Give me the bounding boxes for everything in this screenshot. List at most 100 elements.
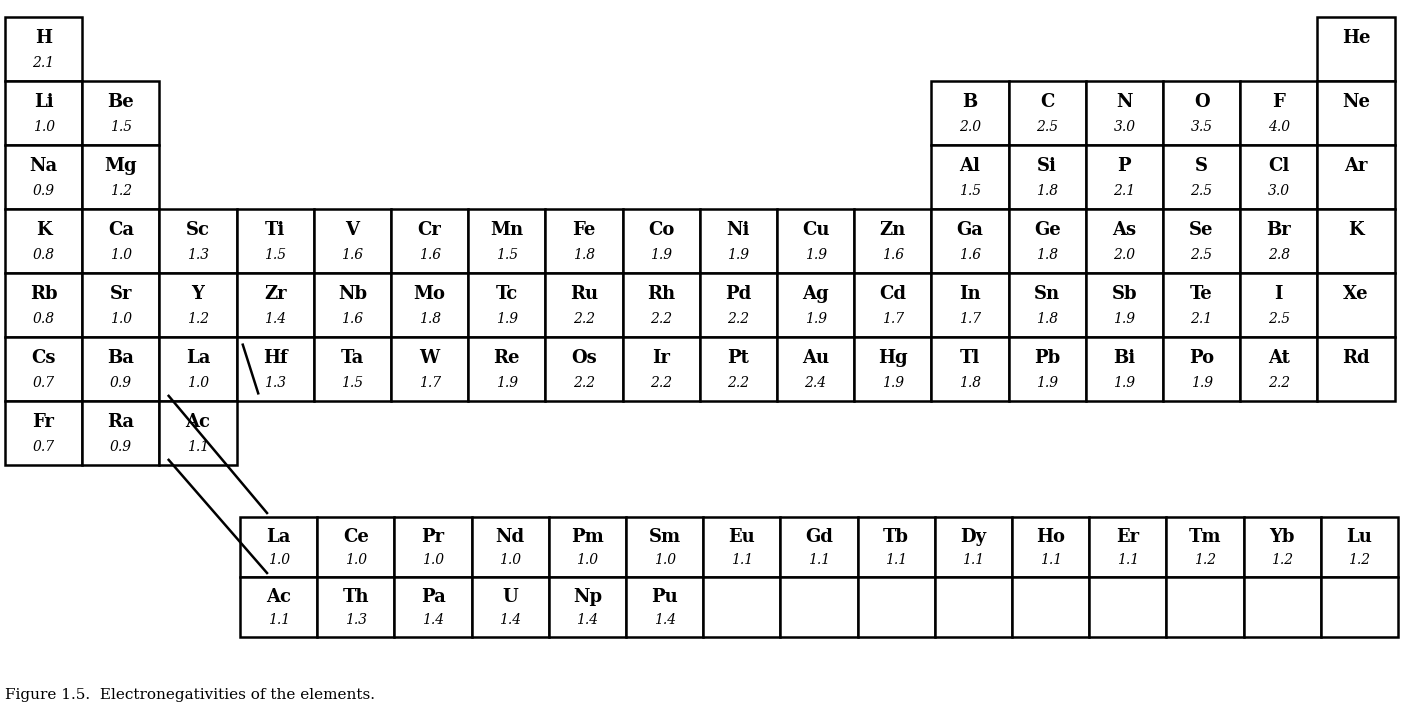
Text: Ta: Ta xyxy=(341,349,364,367)
Bar xyxy=(471,577,548,637)
Text: Pd: Pd xyxy=(725,285,751,303)
Text: Po: Po xyxy=(1190,349,1214,367)
Bar xyxy=(545,273,623,337)
Bar xyxy=(314,337,391,401)
Text: 1.0: 1.0 xyxy=(344,553,367,567)
Bar xyxy=(623,209,700,273)
Bar xyxy=(1162,209,1240,273)
Text: Ho: Ho xyxy=(1037,528,1065,546)
Bar xyxy=(1240,273,1318,337)
Bar xyxy=(1162,337,1240,401)
Text: Tb: Tb xyxy=(883,528,910,546)
Text: 1.5: 1.5 xyxy=(496,248,518,262)
Text: Co: Co xyxy=(648,221,674,239)
Text: 1.8: 1.8 xyxy=(418,312,441,326)
Bar xyxy=(545,337,623,401)
Text: Ga: Ga xyxy=(957,221,984,239)
Text: 1.2: 1.2 xyxy=(110,184,131,198)
Text: Pt: Pt xyxy=(727,349,750,367)
Text: 1.5: 1.5 xyxy=(341,376,364,390)
Text: Eu: Eu xyxy=(728,528,755,546)
Text: Cd: Cd xyxy=(880,285,907,303)
Text: 1.9: 1.9 xyxy=(727,248,750,262)
Bar xyxy=(394,577,471,637)
Text: 1.1: 1.1 xyxy=(1117,553,1140,567)
Bar xyxy=(1008,81,1085,145)
Text: 1.8: 1.8 xyxy=(1037,312,1058,326)
Text: As: As xyxy=(1112,221,1137,239)
Text: 2.1: 2.1 xyxy=(33,56,54,70)
Text: 1.0: 1.0 xyxy=(267,553,290,567)
Text: F: F xyxy=(1272,93,1285,111)
Text: 0.7: 0.7 xyxy=(33,440,54,454)
Text: 1.4: 1.4 xyxy=(421,613,444,627)
Text: U: U xyxy=(503,588,518,606)
Text: At: At xyxy=(1268,349,1289,367)
Bar xyxy=(1318,145,1395,209)
Text: 2.2: 2.2 xyxy=(573,376,595,390)
Text: 1.4: 1.4 xyxy=(577,613,598,627)
Text: Tc: Tc xyxy=(496,285,518,303)
Bar xyxy=(858,517,935,577)
Text: 1.9: 1.9 xyxy=(1191,376,1212,390)
Text: 2.0: 2.0 xyxy=(960,120,981,134)
Text: Zn: Zn xyxy=(880,221,905,239)
Bar xyxy=(623,337,700,401)
Text: 2.2: 2.2 xyxy=(573,312,595,326)
Text: 1.9: 1.9 xyxy=(496,312,518,326)
Text: 1.9: 1.9 xyxy=(1114,312,1135,326)
Text: 1.9: 1.9 xyxy=(650,248,673,262)
Text: Ce: Ce xyxy=(343,528,368,546)
Text: Br: Br xyxy=(1267,221,1291,239)
Bar xyxy=(1240,145,1318,209)
Bar xyxy=(700,337,777,401)
Text: Te: Te xyxy=(1190,285,1212,303)
Bar xyxy=(623,273,700,337)
Text: 1.9: 1.9 xyxy=(881,376,904,390)
Text: Au: Au xyxy=(803,349,830,367)
Text: Sr: Sr xyxy=(110,285,131,303)
Text: Ni: Ni xyxy=(727,221,750,239)
Text: 0.8: 0.8 xyxy=(33,248,54,262)
Text: Na: Na xyxy=(30,157,57,175)
Text: Mg: Mg xyxy=(104,157,137,175)
Bar xyxy=(6,401,83,465)
Bar xyxy=(394,517,471,577)
Text: 1.6: 1.6 xyxy=(960,248,981,262)
Bar xyxy=(1162,81,1240,145)
Text: K: K xyxy=(1348,221,1364,239)
Text: Ne: Ne xyxy=(1342,93,1369,111)
Text: 1.6: 1.6 xyxy=(341,312,364,326)
Bar xyxy=(1240,81,1318,145)
Bar xyxy=(391,273,468,337)
Text: 1.4: 1.4 xyxy=(500,613,521,627)
Text: Fe: Fe xyxy=(573,221,595,239)
Bar xyxy=(471,517,548,577)
Text: Ru: Ru xyxy=(570,285,598,303)
Text: 1.7: 1.7 xyxy=(881,312,904,326)
Bar xyxy=(6,81,83,145)
Bar xyxy=(1162,145,1240,209)
Text: 4.0: 4.0 xyxy=(1268,120,1289,134)
Text: 3.5: 3.5 xyxy=(1191,120,1212,134)
Text: 1.8: 1.8 xyxy=(573,248,595,262)
Bar xyxy=(1008,209,1085,273)
Bar xyxy=(1085,81,1162,145)
Text: 2.0: 2.0 xyxy=(1114,248,1135,262)
Bar xyxy=(854,337,931,401)
Bar xyxy=(1008,337,1085,401)
Bar xyxy=(468,209,545,273)
Text: Nd: Nd xyxy=(496,528,524,546)
Text: 1.0: 1.0 xyxy=(500,553,521,567)
Bar xyxy=(1162,273,1240,337)
Bar xyxy=(1167,577,1244,637)
Text: 1.6: 1.6 xyxy=(341,248,364,262)
Bar xyxy=(935,517,1012,577)
Bar xyxy=(83,401,160,465)
Text: 2.2: 2.2 xyxy=(1268,376,1289,390)
Text: Pb: Pb xyxy=(1034,349,1061,367)
Bar xyxy=(1008,145,1085,209)
Bar xyxy=(777,273,854,337)
Bar xyxy=(931,337,1008,401)
Text: 0.9: 0.9 xyxy=(110,440,131,454)
